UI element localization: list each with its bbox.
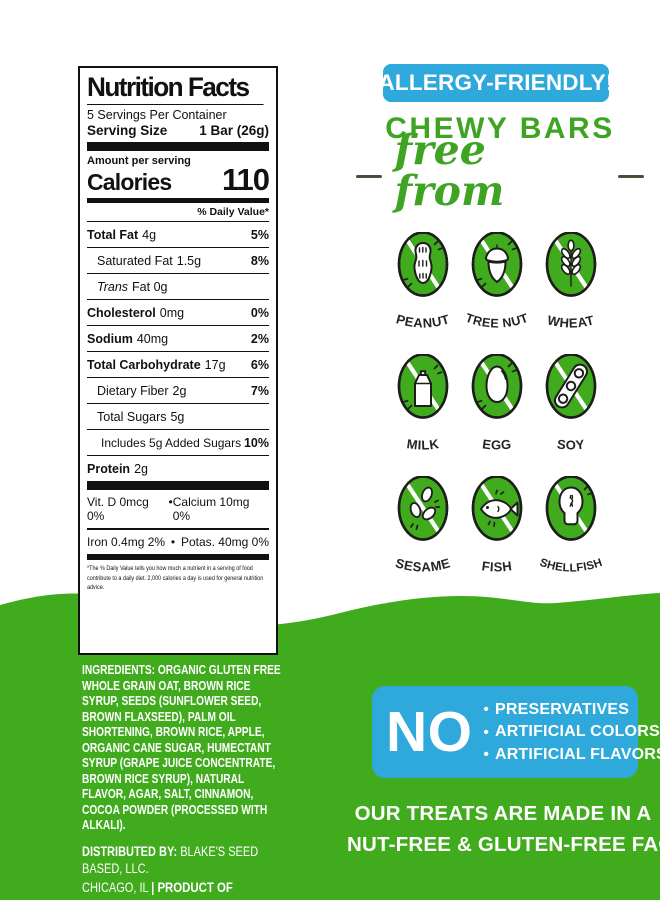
nutrient-row-sodium: Sodium 40mg 2% [87, 326, 269, 352]
no-item-artificial-flavors: • ARTIFICIAL FLAVORS [483, 745, 660, 763]
svg-text:EGG: EGG [482, 436, 513, 452]
thick-divider [87, 142, 269, 152]
nutrition-facts-label: Nutrition Facts 5 Servings Per Container… [78, 66, 278, 655]
allergen-grid: PEANUT TREE NUT [386, 232, 608, 582]
svg-text:SOY: SOY [556, 436, 586, 452]
allergen-egg: EGG [460, 354, 534, 460]
nutrient-row-cholesterol: Cholesterol 0mg 0% [87, 300, 269, 326]
fish-icon: FISH [471, 476, 523, 575]
allergen-label-peanut: PEANUT [395, 311, 451, 330]
micronutrient-row-iron-potassium: Iron 0.4mg 2% • Potas. 40mg 0% [87, 527, 269, 554]
green-wave-background [0, 593, 660, 900]
nutrient-row-added-sugars: Includes 5g Added Sugars 10% [87, 430, 269, 456]
allergen-label-wheat: WHEAT [546, 312, 595, 330]
allergen-tree-nut: TREE NUT [460, 232, 534, 338]
nutrient-row-trans-fat: Trans Fat 0g [87, 274, 269, 300]
daily-value-footnote: *The % Daily Value tells you how much a … [87, 564, 264, 592]
peanut-icon: PEANUT [395, 232, 452, 331]
allergen-wheat: WHEAT [534, 232, 608, 338]
free-from-script-text: free from [394, 126, 505, 215]
soy-icon: SOY [545, 354, 597, 453]
servings-per-container: 5 Servings Per Container [87, 108, 227, 123]
allergen-sesame: SESAME [386, 476, 460, 582]
chewy-bars-heading: CHEWY BARS [385, 112, 615, 145]
serving-size-value: 1 Bar (26g) [199, 123, 269, 139]
svg-text:WHEAT: WHEAT [546, 312, 596, 330]
facility-tagline-line2: NUT-FREE & GLUTEN-FREE FACILITY! [347, 832, 660, 856]
nutrient-row-protein: Protein 2g [87, 461, 148, 476]
shellfish-icon: SHELLFISH [538, 476, 604, 575]
egg-icon: EGG [471, 354, 523, 453]
allergen-peanut: PEANUT [386, 232, 460, 338]
allergen-label-fish: FISH [481, 558, 513, 574]
allergen-label-milk: MILK [406, 436, 440, 453]
calories-row: Calories 110 [87, 162, 270, 198]
bullet-icon: • [483, 701, 489, 718]
facility-tagline-line1: OUR TREATS ARE MADE IN A [354, 802, 652, 825]
allergen-label-tree-nut: TREE NUT [464, 311, 530, 331]
svg-text:TREE NUT: TREE NUT [464, 311, 531, 331]
thin-divider [87, 553, 269, 560]
micronutrient-row-vitd-calcium: Vit. D 0mcg 0% • Calcium 10mg 0% [87, 494, 250, 523]
thick-divider [87, 480, 269, 490]
allergen-shellfish: SHELLFISH [534, 476, 608, 582]
daily-value-header: % Daily Value* [87, 203, 269, 222]
allergen-label-shellfish: SHELLFISH [538, 557, 604, 575]
nutrition-facts-title: Nutrition Facts [87, 73, 264, 106]
wheat-icon: WHEAT [545, 232, 597, 331]
allergen-label-sesame: SESAME [394, 555, 452, 574]
svg-text:SESAME: SESAME [394, 555, 452, 574]
nutrient-row-total-sugars: Total Sugars 5g [87, 404, 269, 430]
milk-icon: MILK [397, 354, 449, 453]
no-item-artificial-colors: • ARTIFICIAL COLORS [483, 723, 660, 741]
nutrient-row-saturated-fat: Saturated Fat 1.5g 8% [87, 248, 269, 274]
serving-size-label: Serving Size [87, 123, 168, 139]
medium-divider [87, 197, 269, 203]
nutrient-row-dietary-fiber: Dietary Fiber 2g 7% [87, 378, 269, 404]
tree-nut-icon: TREE NUT [464, 232, 531, 331]
allergen-milk: MILK [386, 354, 460, 460]
allergen-label-soy: SOY [556, 436, 585, 452]
allergy-friendly-badge-text: ALLERGY-FRIENDLY! [378, 70, 614, 95]
amount-per-serving: Amount per serving [87, 155, 191, 168]
ingredients-text: INGREDIENTS: ORGANIC GLUTEN FREE WHOLE G… [82, 663, 281, 832]
no-items-list: • PRESERVATIVES • ARTIFICIAL COLORS • AR… [484, 701, 660, 764]
no-label: NO [386, 699, 473, 764]
allergen-soy: SOY [534, 354, 608, 460]
allergen-label-egg: EGG [482, 436, 512, 452]
bullet-icon: • [483, 723, 489, 741]
nutrient-row-total-carbohydrate: Total Carbohydrate 17g 6% [87, 352, 269, 378]
free-from-subheading: free from [356, 130, 644, 212]
svg-text:MILK: MILK [406, 436, 441, 453]
facility-tagline: OUR TREATS ARE MADE IN A NUT-FREE & GLUT… [347, 799, 660, 861]
distributor-text: DISTRIBUTED BY: BLAKE'S SEED BASED, LLC.… [82, 843, 259, 900]
no-item-preservatives: • PRESERVATIVES [483, 700, 630, 718]
allergy-friendly-badge: ALLERGY-FRIENDLY! [378, 64, 613, 102]
svg-text:SHELLFISH: SHELLFISH [538, 557, 604, 575]
svg-text:FISH: FISH [481, 558, 513, 574]
bullet-icon: • [483, 746, 489, 763]
serving-size-row: Serving Size 1 Bar (26g) [87, 123, 269, 142]
nutrient-row-total-fat: Total Fat 4g 5% [87, 222, 269, 248]
sesame-icon: SESAME [394, 476, 452, 575]
ingredients-block: INGREDIENTS: ORGANIC GLUTEN FREE WHOLE G… [82, 663, 282, 900]
calories-value: 110 [221, 162, 270, 198]
left-dash [356, 174, 383, 178]
allergen-fish: FISH [460, 476, 534, 582]
right-dash [617, 174, 644, 178]
calories-label: Calories [87, 168, 172, 195]
svg-text:PEANUT: PEANUT [395, 311, 452, 330]
no-additives-panel: NO • PRESERVATIVES • ARTIFICIAL COLORS •… [372, 686, 660, 778]
